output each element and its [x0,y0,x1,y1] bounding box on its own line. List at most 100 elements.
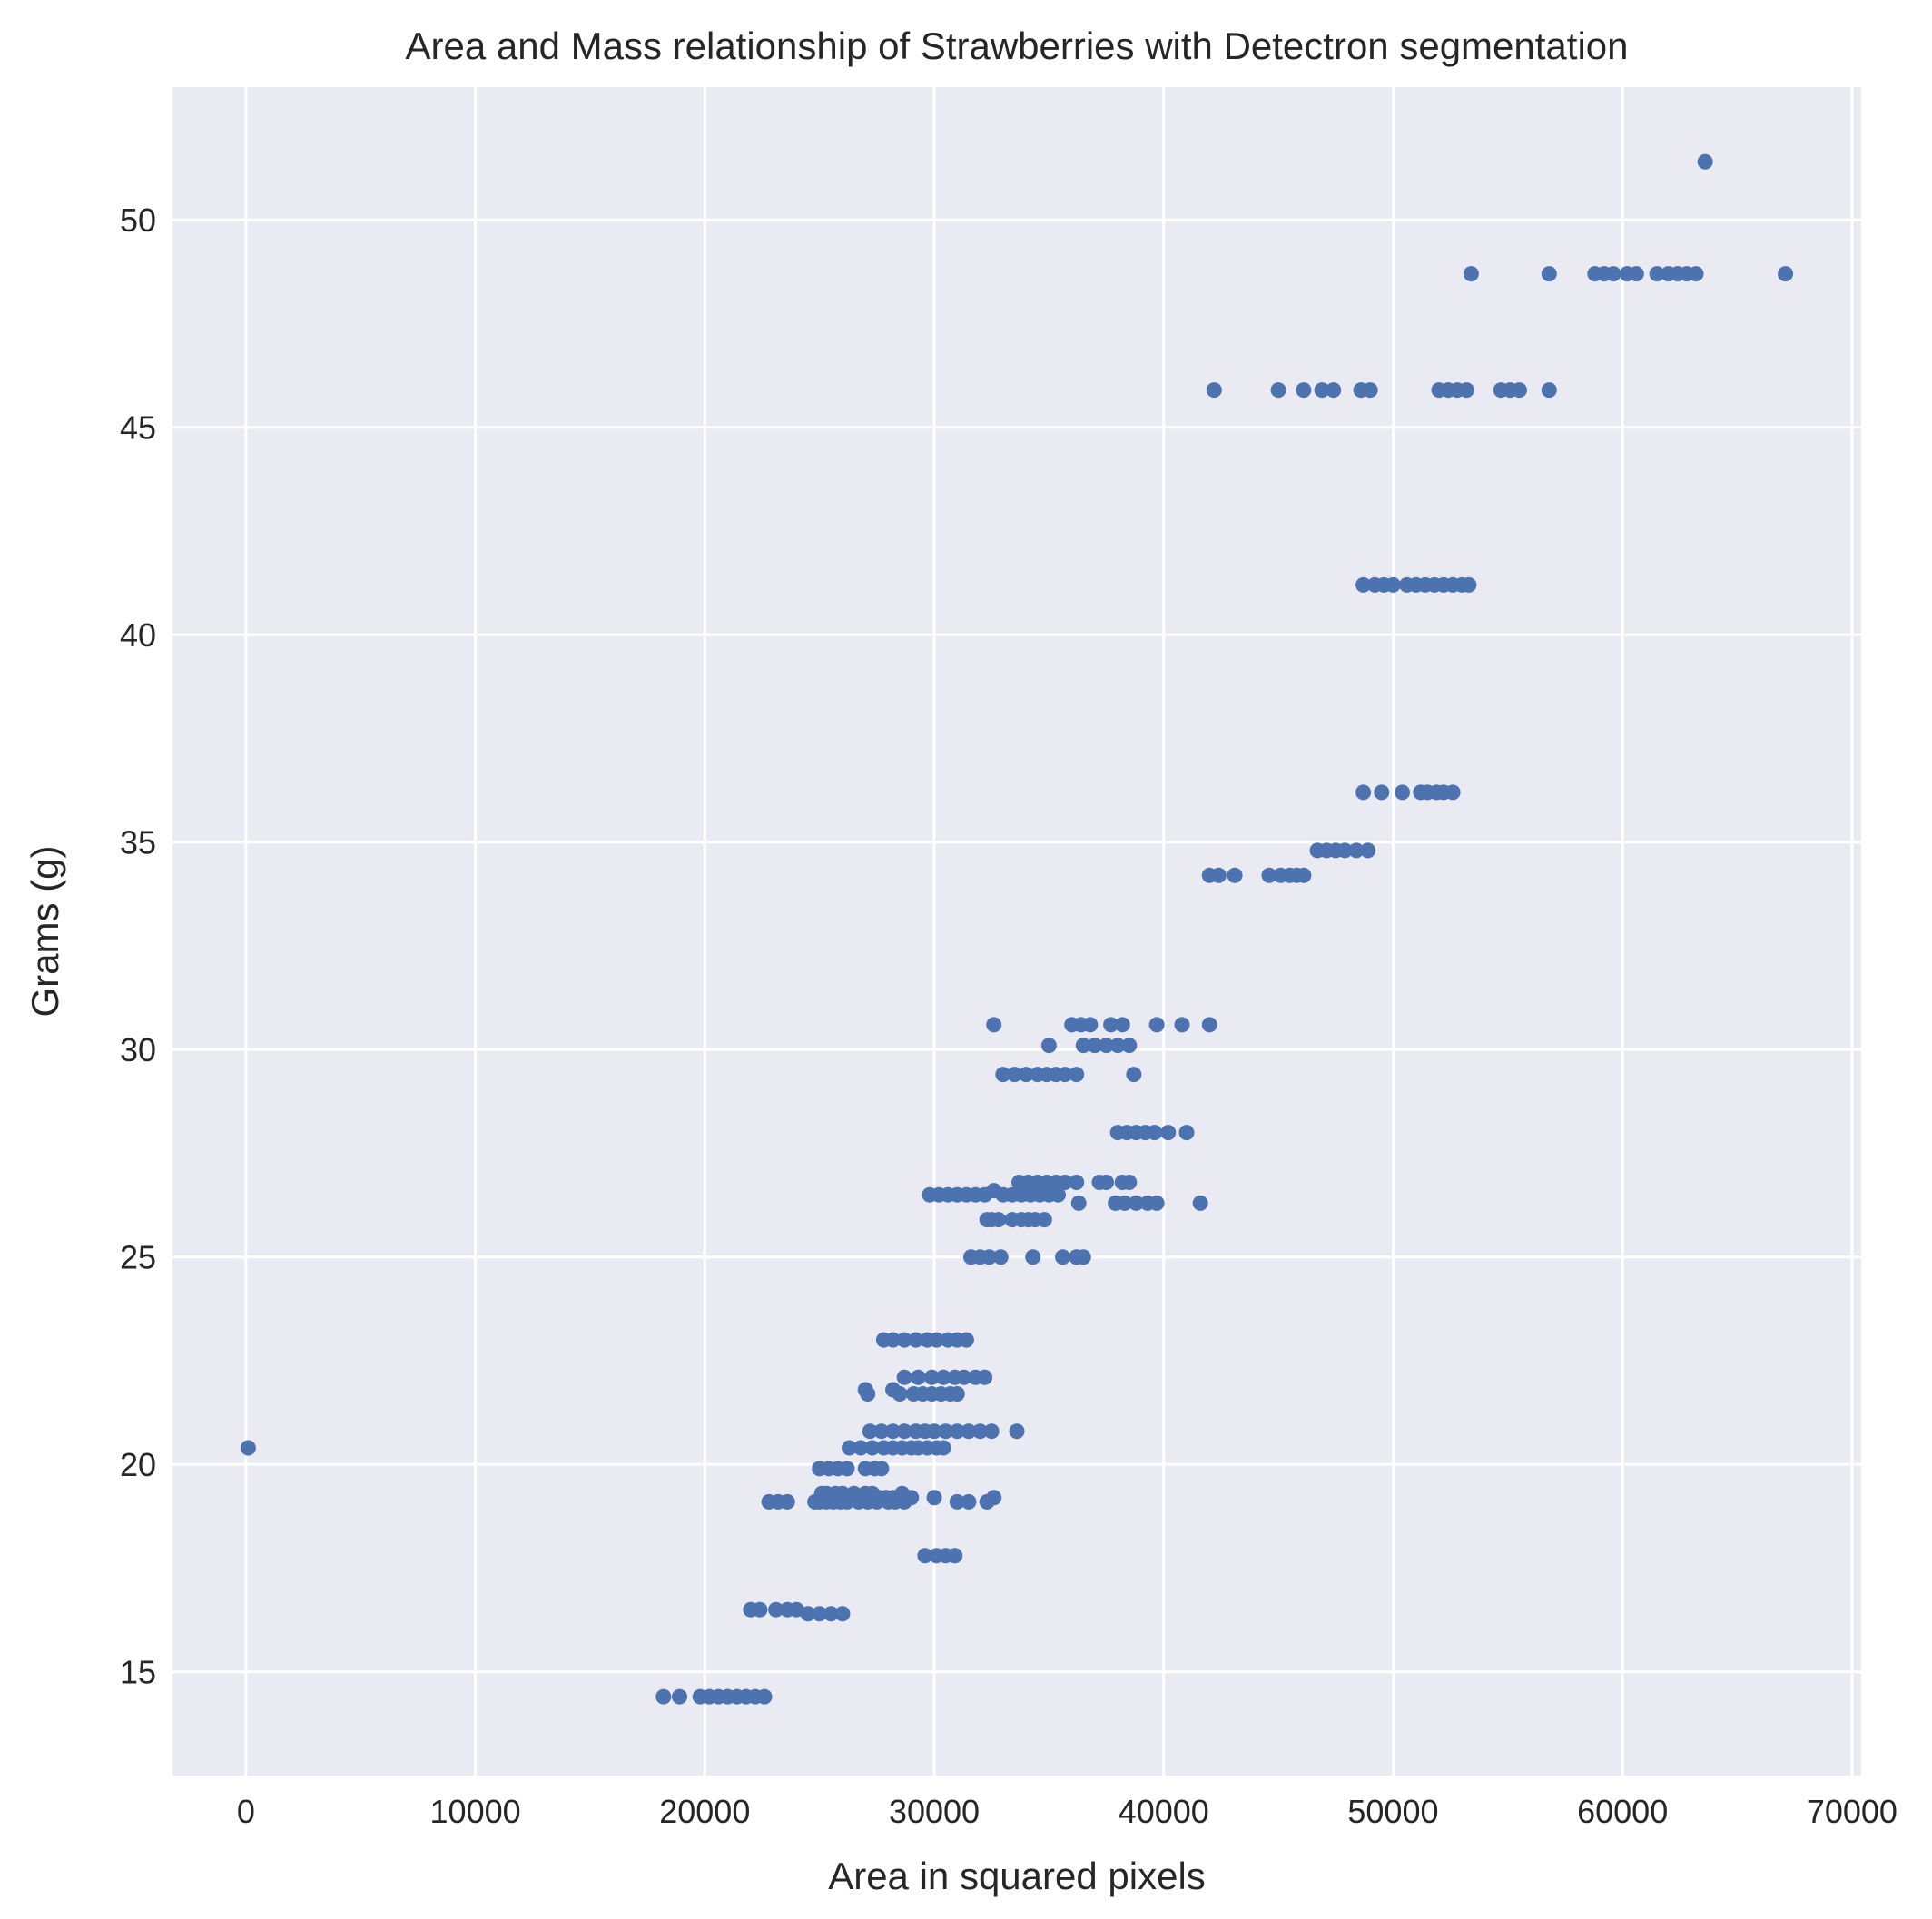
scatter-point [949,1423,965,1440]
x-tick-labels: 0 10000 20000 30000 40000 50000 60000 70000 [237,1793,1898,1830]
scatter-point [896,1369,912,1385]
scatter-point [823,1606,839,1622]
scatter-point [1006,1067,1022,1083]
scatter-point [947,1548,963,1564]
scatter-point [873,1461,890,1477]
scatter-point [1697,153,1713,170]
scatter-point [1355,784,1372,801]
x-axis-label: Area in squared pixels [828,1855,1206,1897]
scatter-point [1148,1195,1165,1211]
scatter-point [991,1212,1007,1228]
scatter-point [873,1423,890,1440]
scatter-point [1511,382,1527,399]
y-tick-label: 15 [120,1654,156,1691]
scatter-point [768,1601,784,1618]
scatter-point [983,1423,1000,1440]
scatter-point [949,1386,965,1402]
x-tick-label: 20000 [659,1793,750,1830]
scatter-point [842,1440,858,1456]
scatter-point [981,1249,998,1265]
scatter-point [846,1485,862,1501]
scatter-point [1057,1067,1073,1083]
scatter-point [1314,382,1330,399]
scatter-point [779,1493,795,1510]
scatter-point [1296,382,1312,399]
y-tick-label: 30 [120,1031,156,1068]
x-tick-label: 10000 [430,1793,521,1830]
scatter-point [1360,842,1376,859]
y-axis-label: Grams (g) [24,846,66,1018]
scatter-point [1099,1038,1115,1054]
scatter-point [756,1688,773,1705]
scatter-point [1025,1249,1041,1265]
scatter-point [1227,867,1243,883]
x-tick-label: 50000 [1347,1793,1438,1830]
scatter-point [800,1606,816,1622]
scatter-point [1069,1174,1085,1190]
x-tick-label: 70000 [1807,1793,1898,1830]
scatter-point [1778,266,1794,282]
scatter-point [1385,576,1401,593]
scatter-point [1628,266,1644,282]
scatter-point [1117,1195,1133,1211]
scatter-point [1082,1017,1099,1033]
scatter-point [1147,1125,1163,1141]
scatter-point [1336,842,1353,859]
scatter-point [1099,1174,1115,1190]
y-tick-labels: 15 20 25 30 35 40 45 50 [120,202,156,1691]
scatter-point [862,1423,878,1440]
x-tick-label: 30000 [889,1793,980,1830]
scatter-point [1541,266,1557,282]
scatter-point [1688,266,1704,282]
scatter-point [995,1067,1011,1083]
scatter-point [892,1386,908,1402]
scatter-point [853,1440,869,1456]
scatter-point [977,1369,993,1385]
scatter-point [834,1606,851,1622]
scatter-point [1458,382,1474,399]
x-tick-label: 0 [237,1793,255,1830]
scatter-point [986,1017,1002,1033]
scatter-point [1355,576,1372,593]
y-tick-label: 45 [120,409,156,447]
scatter-point [752,1601,768,1618]
scatter-point [910,1369,926,1385]
scatter-point [896,1423,912,1440]
scatter-point [656,1688,672,1705]
scatter-point [1541,382,1557,399]
scatter-point [1103,1017,1119,1033]
scatter-point [1040,1038,1057,1054]
scatter-point [672,1688,688,1705]
plot-area [172,87,1861,1776]
scatter-point [860,1386,876,1402]
scatter-point [986,1490,1002,1506]
scatter-point [1128,1195,1144,1211]
scatter-point [1121,1174,1138,1190]
scatter-point [903,1490,920,1506]
scatter-point [1050,1186,1066,1203]
scatter-point [885,1332,902,1348]
scatter-point [929,1332,945,1348]
scatter-point [1055,1249,1071,1265]
scatter-point [1206,382,1222,399]
y-tick-label: 20 [120,1446,156,1483]
scatter-point [1160,1125,1177,1141]
scatter-point [885,1423,902,1440]
scatter-point [1362,382,1378,399]
scatter-point [1009,1423,1025,1440]
scatter-point [961,1493,977,1510]
scatter-point [1018,1067,1034,1083]
scatter-point [926,1423,942,1440]
scatter-point [935,1369,951,1385]
y-tick-label: 25 [120,1239,156,1276]
scatter-point [958,1332,974,1348]
chart-title: Area and Mass relationship of Strawberri… [406,25,1629,67]
scatter-point [1075,1038,1091,1054]
scatter-point [1261,867,1277,883]
scatter-point [1201,1017,1217,1033]
scatter-point [1178,1125,1195,1141]
scatter-point [1270,382,1286,399]
scatter-point [1444,784,1461,801]
scatter-point [839,1461,855,1477]
scatter-point [908,1332,924,1348]
